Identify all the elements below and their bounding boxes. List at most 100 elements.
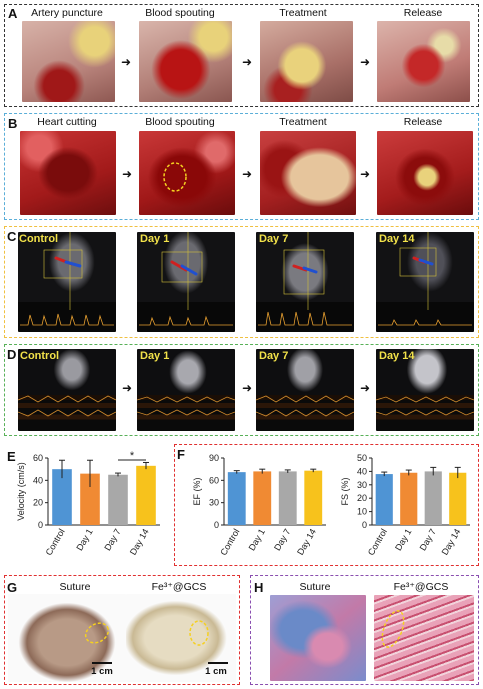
histology-image-suture	[270, 595, 366, 681]
ef-bar-chart: 0 30 60 90 EF (%) Control Day 1 Day 7 Day 14	[192, 453, 326, 557]
x-tick-label: Control	[366, 527, 389, 557]
velocity-bar-chart: 0 20 40 60 Velocity (cm/s) Control Day 1 Day 7 D…	[16, 450, 160, 557]
heart-photo-b3	[260, 131, 356, 215]
x-tick-label: Day 1	[247, 527, 267, 552]
panel-g-label: G	[7, 580, 18, 595]
heart-photo-b1	[20, 131, 116, 215]
bar	[400, 472, 418, 525]
x-tick-label: Day 1	[74, 527, 94, 552]
arrow-right-icon: ➜	[242, 167, 253, 181]
echo-image-d3	[256, 349, 354, 431]
x-tick-label: Day 1	[393, 527, 413, 552]
panel-d-label: D	[7, 347, 17, 362]
arrow-right-icon: ➜	[242, 381, 253, 395]
x-tick-label: Day 7	[272, 527, 292, 552]
panel-a-caption-4: Release	[403, 7, 443, 19]
y-axis-label: EF (%)	[192, 477, 202, 505]
panel-h-caption-2: Fe³⁺@GCS	[393, 581, 449, 593]
y-tick-label: 60	[209, 475, 219, 485]
echo-image-d2	[137, 349, 235, 431]
panel-b-caption-1: Heart cutting	[37, 116, 97, 128]
y-tick-label: 60	[33, 453, 43, 463]
panel-c-caption-1: Control	[19, 233, 59, 245]
y-tick-label: 50	[357, 453, 367, 463]
y-tick-label: 30	[357, 480, 367, 490]
y-tick-label: 30	[209, 498, 219, 508]
surgery-photo-a2	[139, 21, 232, 102]
significance-marker: *	[130, 450, 135, 462]
bar	[136, 465, 156, 525]
y-tick-label: 0	[362, 520, 367, 530]
highlight-ellipse-icon	[189, 620, 209, 646]
x-tick-label: Day 7	[102, 527, 122, 552]
highlight-ellipse-icon	[381, 610, 405, 648]
bar	[278, 471, 297, 525]
panel-g-caption-1: Suture	[59, 581, 91, 593]
arrow-right-icon: ➜	[122, 381, 133, 395]
highlight-ellipse-icon	[84, 622, 110, 644]
panel-a-caption-2: Blood spouting	[145, 7, 215, 19]
panel-h	[250, 575, 479, 685]
bar	[449, 472, 467, 525]
panel-b-label: B	[8, 116, 18, 131]
arrow-right-icon: ➜	[121, 55, 132, 69]
panel-c-caption-3: Day 7	[259, 233, 289, 245]
heart-specimen-fe-gcs	[126, 594, 236, 682]
y-tick-label: 20	[33, 498, 43, 508]
panel-h-label: H	[254, 580, 264, 595]
panel-e-label: E	[7, 449, 16, 464]
panel-a-caption-1: Artery puncture	[31, 7, 103, 19]
doppler-overlay	[20, 232, 472, 326]
panel-g	[4, 575, 240, 685]
y-tick-label: 40	[357, 466, 367, 476]
doppler-image-c4	[376, 232, 474, 332]
panel-f	[174, 444, 479, 566]
scale-bar	[92, 662, 112, 664]
panel-d-caption-2: Day 1	[140, 350, 170, 362]
x-tick-label: Control	[44, 527, 67, 557]
fs-bar-chart: 0 10 20 30 40 50 FS (%) Control Day 1 Day 7 Day 14	[340, 453, 470, 557]
panel-a-caption-3: Treatment	[279, 7, 327, 19]
surgery-photo-a3	[260, 21, 353, 102]
histology-image-fe-gcs	[374, 595, 474, 681]
y-tick-label: 0	[38, 520, 43, 530]
panel-b-caption-4: Release	[403, 116, 443, 128]
heart-photo-b2	[139, 131, 235, 215]
y-tick-label: 90	[209, 453, 219, 463]
arrow-right-icon: ➜	[360, 381, 371, 395]
echo-image-d1	[18, 349, 116, 431]
panel-h-caption-1: Suture	[299, 581, 331, 593]
y-tick-label: 10	[357, 507, 367, 517]
y-tick-label: 0	[214, 520, 219, 530]
x-tick-label: Day 14	[440, 527, 463, 557]
bar	[227, 472, 246, 525]
panel-a	[4, 4, 479, 107]
panel-d-caption-1: Control	[20, 350, 60, 362]
y-axis-label: FS (%)	[340, 477, 350, 505]
doppler-image-c3	[256, 232, 354, 332]
arrow-right-icon: ➜	[360, 167, 371, 181]
y-tick-label: 20	[357, 493, 367, 503]
scale-bar	[208, 662, 228, 664]
bar	[52, 469, 72, 525]
panel-c-label: C	[7, 229, 17, 244]
bar	[424, 471, 442, 525]
panel-c-caption-2: Day 1	[140, 233, 170, 245]
x-tick-label: Day 14	[128, 527, 151, 557]
panel-a-label: A	[8, 6, 18, 21]
arrow-right-icon: ➜	[242, 55, 253, 69]
doppler-image-c1	[18, 232, 116, 332]
panel-b-caption-3: Treatment	[279, 116, 327, 128]
panel-d	[4, 344, 479, 436]
surgery-photo-a1	[22, 21, 115, 102]
echo-image-d4	[376, 349, 474, 431]
surgery-photo-a4	[377, 21, 470, 102]
panel-b-caption-2: Blood spouting	[145, 116, 215, 128]
heart-photo-b4	[377, 131, 473, 215]
panel-d-caption-4: Day 14	[379, 350, 415, 362]
scale-bar-label: 1 cm	[205, 666, 227, 677]
y-axis-label: Velocity (cm/s)	[16, 462, 26, 521]
x-tick-label: Day 14	[295, 527, 318, 557]
x-tick-label: Day 7	[418, 527, 438, 552]
y-tick-label: 40	[33, 475, 43, 485]
